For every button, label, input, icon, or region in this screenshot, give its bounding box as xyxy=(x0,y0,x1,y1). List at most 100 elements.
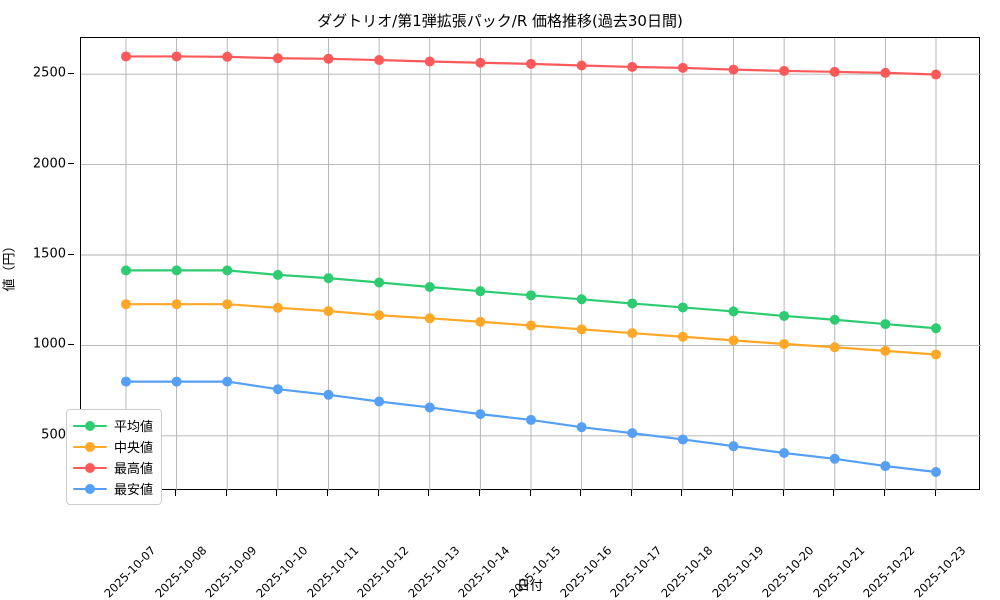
data-point xyxy=(475,57,486,68)
data-point xyxy=(171,51,182,62)
data-point xyxy=(323,306,334,317)
x-tick-mark xyxy=(580,490,582,496)
data-series xyxy=(121,51,941,478)
y-tick-label: 500 xyxy=(41,427,66,443)
data-point xyxy=(374,310,385,321)
data-point xyxy=(222,265,233,276)
x-axis-tick-labels: 2025-10-07 2025-10-08 2025-10-09 2025-10-10… xyxy=(80,490,980,600)
data-point xyxy=(424,313,435,324)
x-tick-mark xyxy=(681,490,683,496)
data-point xyxy=(424,282,435,293)
data-point xyxy=(779,338,790,349)
data-point xyxy=(526,58,536,69)
plot-area xyxy=(80,37,981,491)
x-tick-mark xyxy=(276,490,278,496)
data-point xyxy=(222,299,233,310)
data-point xyxy=(779,65,790,76)
legend-label: 最安値 xyxy=(114,483,154,498)
data-point xyxy=(931,349,941,360)
data-point xyxy=(121,299,131,310)
x-tick-mark xyxy=(934,490,936,496)
legend-item-2[interactable]: 中央値 xyxy=(73,436,153,457)
data-point xyxy=(171,299,182,310)
data-point xyxy=(576,294,587,305)
y-tick-mark xyxy=(68,72,74,74)
data-point xyxy=(627,61,638,72)
x-tick-mark xyxy=(529,490,531,496)
data-point xyxy=(576,422,587,433)
legend-label: 中央値 xyxy=(114,441,154,456)
data-point xyxy=(829,314,840,325)
data-point xyxy=(880,345,891,356)
data-point xyxy=(526,414,536,425)
data-point xyxy=(627,328,638,339)
chart-legend[interactable]: 平均値中央値最高値最安値 xyxy=(66,409,163,505)
legend-swatch-icon xyxy=(73,440,107,454)
y-tick-mark xyxy=(68,253,74,255)
data-point xyxy=(171,376,182,387)
x-tick-mark xyxy=(883,490,885,496)
data-point xyxy=(677,302,688,313)
legend-label: 最高値 xyxy=(114,462,154,477)
x-tick-mark xyxy=(732,490,734,496)
data-point xyxy=(121,265,131,276)
data-point xyxy=(728,306,739,317)
data-point xyxy=(526,320,536,331)
data-point xyxy=(323,273,334,284)
data-point xyxy=(526,290,536,301)
data-point xyxy=(880,67,891,78)
x-tick-mark xyxy=(377,490,379,496)
x-tick-mark xyxy=(327,490,329,496)
legend-item-3[interactable]: 最高値 xyxy=(73,457,153,478)
data-point xyxy=(829,342,840,353)
data-point xyxy=(931,467,941,478)
series-3 xyxy=(121,51,941,80)
y-tick-label: 2500 xyxy=(32,65,66,81)
series-4 xyxy=(121,376,941,478)
legend-item-1[interactable]: 平均値 xyxy=(73,415,153,436)
plot-svg xyxy=(81,38,981,491)
data-point xyxy=(121,376,131,387)
series-2 xyxy=(121,299,941,360)
data-point xyxy=(728,335,739,346)
legend-swatch-icon xyxy=(73,419,107,433)
data-point xyxy=(475,316,486,327)
x-tick-mark xyxy=(428,490,430,496)
data-point xyxy=(323,389,334,400)
data-point xyxy=(829,66,840,77)
x-axis-label: 日付 xyxy=(516,579,543,594)
data-point xyxy=(272,302,283,313)
data-point xyxy=(880,461,891,472)
data-point xyxy=(931,69,941,80)
x-tick-mark xyxy=(833,490,835,496)
data-point xyxy=(272,53,283,64)
x-tick-mark xyxy=(478,490,480,496)
data-point xyxy=(576,60,587,71)
data-point xyxy=(779,448,790,459)
legend-label: 平均値 xyxy=(114,420,154,435)
data-point xyxy=(424,56,435,67)
x-tick-mark xyxy=(175,490,177,496)
legend-swatch-icon xyxy=(73,461,107,475)
data-point xyxy=(728,64,739,75)
legend-swatch-icon xyxy=(73,482,107,496)
data-point xyxy=(272,384,283,395)
data-point xyxy=(424,402,435,413)
y-tick-mark xyxy=(68,163,74,165)
x-tick-mark xyxy=(630,490,632,496)
legend-item-4[interactable]: 最安値 xyxy=(73,478,153,499)
y-axis-tick-labels: 500 1000 1500 2000 2500 xyxy=(0,37,74,490)
series-1 xyxy=(121,265,941,334)
data-point xyxy=(272,269,283,280)
chart-title: ダグトリオ/第1弾拡張パック/R 価格推移(過去30日間) xyxy=(317,12,683,30)
data-point xyxy=(475,286,486,297)
x-tick-mark xyxy=(225,490,227,496)
data-point xyxy=(121,51,131,62)
data-point xyxy=(677,434,688,445)
y-tick-label: 1000 xyxy=(32,336,66,352)
data-point xyxy=(374,277,385,288)
x-tick-mark xyxy=(782,490,784,496)
data-point xyxy=(576,324,587,335)
data-point xyxy=(779,310,790,321)
